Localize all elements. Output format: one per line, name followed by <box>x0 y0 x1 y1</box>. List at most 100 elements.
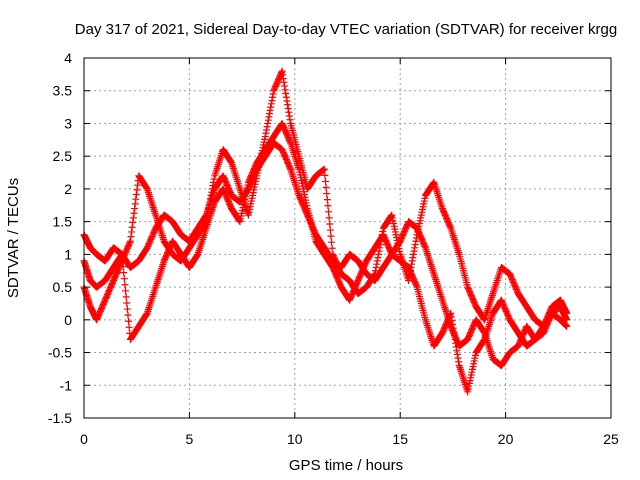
data-point <box>372 263 380 271</box>
data-point <box>374 254 382 262</box>
x-axis: 0 5 10 15 20 25 <box>80 58 619 447</box>
data-point <box>119 256 127 264</box>
data-point <box>447 313 455 321</box>
data-point <box>120 275 128 283</box>
x-tick-label: 25 <box>603 431 619 447</box>
data-point <box>129 214 137 222</box>
data-point <box>123 299 131 307</box>
data-point <box>373 260 381 268</box>
data-point <box>410 247 418 255</box>
data-point <box>450 332 458 340</box>
data-point <box>265 113 273 121</box>
data-point <box>412 282 420 290</box>
data-point <box>409 250 417 258</box>
y-tick-label: -1.5 <box>48 410 72 426</box>
data-point <box>372 267 380 275</box>
data-point <box>408 260 416 268</box>
data-point <box>321 171 329 179</box>
data-point <box>286 116 294 124</box>
data-point <box>130 209 138 217</box>
data-point <box>408 257 416 265</box>
data-point <box>263 123 271 131</box>
data-point <box>421 242 429 250</box>
data-point <box>375 250 383 258</box>
data-point <box>322 177 330 185</box>
data-point <box>125 323 133 331</box>
y-tick-label: 2 <box>64 181 72 197</box>
data-point <box>285 112 293 120</box>
data-point <box>375 247 383 255</box>
data-point <box>411 241 419 249</box>
data-point <box>282 90 290 98</box>
y-tick-label: 0 <box>64 312 72 328</box>
y-tick-label: 2.5 <box>53 148 73 164</box>
data-point <box>453 347 461 355</box>
data-point <box>563 316 571 324</box>
data-point <box>132 195 140 203</box>
data-point <box>269 93 277 101</box>
data-point <box>284 104 292 112</box>
data-point <box>207 191 215 199</box>
data-point <box>563 309 571 317</box>
data-point <box>125 317 133 325</box>
data-point <box>118 250 126 258</box>
data-point <box>373 257 381 265</box>
data-point <box>325 208 333 216</box>
data-point <box>451 335 459 343</box>
data-points <box>80 67 571 396</box>
data-point <box>284 101 292 109</box>
data-point <box>122 287 130 295</box>
y-tick-label: 0.5 <box>53 279 73 295</box>
data-point <box>209 178 217 186</box>
data-point <box>453 350 461 358</box>
data-point <box>281 86 289 94</box>
series-track-3 <box>80 119 571 396</box>
data-point <box>262 126 270 134</box>
data-point <box>266 110 274 118</box>
data-point <box>210 175 218 183</box>
data-point <box>269 90 277 98</box>
data-point <box>371 270 379 278</box>
y-tick-label: -1 <box>60 377 73 393</box>
data-point <box>452 339 460 347</box>
data-point <box>119 263 127 271</box>
data-point <box>131 200 139 208</box>
y-tick-label: 1.5 <box>53 214 73 230</box>
data-point <box>326 226 334 234</box>
data-point <box>124 311 132 319</box>
data-point <box>120 269 128 277</box>
data-point <box>278 67 286 75</box>
data-point <box>128 223 136 231</box>
data-point <box>455 358 463 366</box>
data-point <box>131 205 139 213</box>
x-tick-label: 0 <box>80 431 88 447</box>
data-point <box>411 244 419 252</box>
data-point <box>282 93 290 101</box>
data-point <box>206 195 214 203</box>
data-point <box>286 138 294 146</box>
chart-title: Day 317 of 2021, Sidereal Day-to-day VTE… <box>75 21 617 38</box>
data-point <box>328 244 336 252</box>
data-point <box>323 190 331 198</box>
data-point <box>267 100 275 108</box>
data-point <box>412 237 420 245</box>
data-point <box>454 354 462 362</box>
data-point <box>320 165 328 173</box>
x-tick-label: 15 <box>392 431 408 447</box>
data-point <box>325 214 333 222</box>
data-point <box>127 233 135 241</box>
y-tick-label: 4 <box>64 50 72 66</box>
data-point <box>129 219 137 227</box>
y-tick-label: 1 <box>64 246 72 262</box>
x-tick-label: 5 <box>186 431 194 447</box>
data-point <box>448 317 456 325</box>
data-point <box>446 223 454 231</box>
data-point <box>128 228 136 236</box>
data-point <box>279 75 287 83</box>
data-point <box>449 324 457 332</box>
data-point <box>283 97 291 105</box>
data-point <box>266 106 274 114</box>
y-axis: -1.5 -1 -0.5 0 0.5 1 1.5 2 2.5 3 3.5 4 <box>48 50 611 426</box>
data-point <box>132 191 140 199</box>
